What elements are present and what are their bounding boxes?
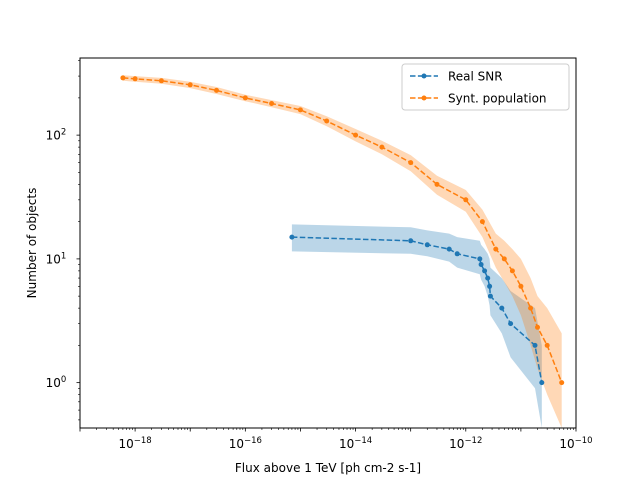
point-series-1 [518, 283, 524, 289]
point-series-1 [535, 324, 540, 330]
point-series-1 [324, 118, 330, 124]
band-series-0 [291, 224, 542, 428]
x-tick-label: 10−18 [118, 436, 151, 451]
point-series-1 [297, 107, 303, 113]
point-series-0 [532, 342, 538, 348]
x-axis-ticks: 10−18 10−16 10−14 10−12 10−10 [79, 428, 593, 451]
y-tick-label: 101 [46, 251, 67, 266]
line-series-0 [291, 236, 543, 383]
y-tick-label: 100 [46, 375, 67, 390]
point-series-0 [487, 283, 493, 289]
series-markers [120, 75, 565, 386]
y-axis-label: Number of objects [25, 188, 39, 299]
legend-label: Synt. population [448, 92, 547, 106]
point-series-1 [187, 82, 193, 88]
point-series-0 [482, 268, 488, 274]
legend-marker [421, 73, 427, 79]
legend-box [401, 63, 570, 111]
point-series-0 [499, 305, 505, 311]
point-series-1 [528, 305, 534, 311]
x-tick-label: 10−14 [339, 436, 372, 451]
point-series-0 [478, 262, 484, 267]
point-series-1 [493, 246, 499, 252]
point-series-1 [463, 197, 469, 203]
point-series-1 [132, 76, 138, 82]
point-series-0 [508, 321, 514, 327]
x-tick-label: 10−16 [229, 436, 262, 451]
legend-marker [421, 95, 427, 101]
point-series-1 [509, 268, 515, 274]
point-series-0 [446, 246, 452, 252]
point-series-1 [501, 256, 507, 262]
point-series-1 [479, 219, 485, 225]
point-series-1 [242, 95, 248, 101]
point-series-0 [424, 242, 430, 248]
point-series-0 [487, 293, 493, 299]
point-series-1 [559, 380, 565, 386]
plot-frame [79, 57, 577, 429]
x-tick-label: 10−10 [559, 436, 592, 451]
point-series-0 [289, 234, 295, 240]
point-series-0 [477, 256, 483, 262]
x-tick-label: 10−12 [449, 436, 482, 451]
point-series-1 [120, 75, 126, 81]
point-series-1 [269, 101, 275, 106]
y-axis-ticks: 100 101 102 [46, 60, 80, 421]
legend: Real SNR Synt. population [401, 63, 570, 111]
y-tick-label: 102 [46, 128, 67, 143]
point-series-0 [485, 275, 491, 281]
point-series-1 [544, 342, 550, 348]
point-series-1 [434, 181, 440, 187]
point-series-1 [158, 78, 164, 84]
x-axis-label: Flux above 1 TeV [ph cm-2 s-1] [235, 461, 421, 475]
point-series-0 [408, 238, 414, 244]
point-series-1 [214, 87, 219, 93]
point-series-1 [379, 144, 385, 150]
point-series-0 [454, 251, 460, 257]
point-series-1 [353, 132, 359, 138]
point-series-1 [408, 160, 414, 166]
point-series-0 [539, 380, 545, 386]
confidence-bands [122, 75, 562, 428]
legend-label: Real SNR [448, 70, 503, 84]
